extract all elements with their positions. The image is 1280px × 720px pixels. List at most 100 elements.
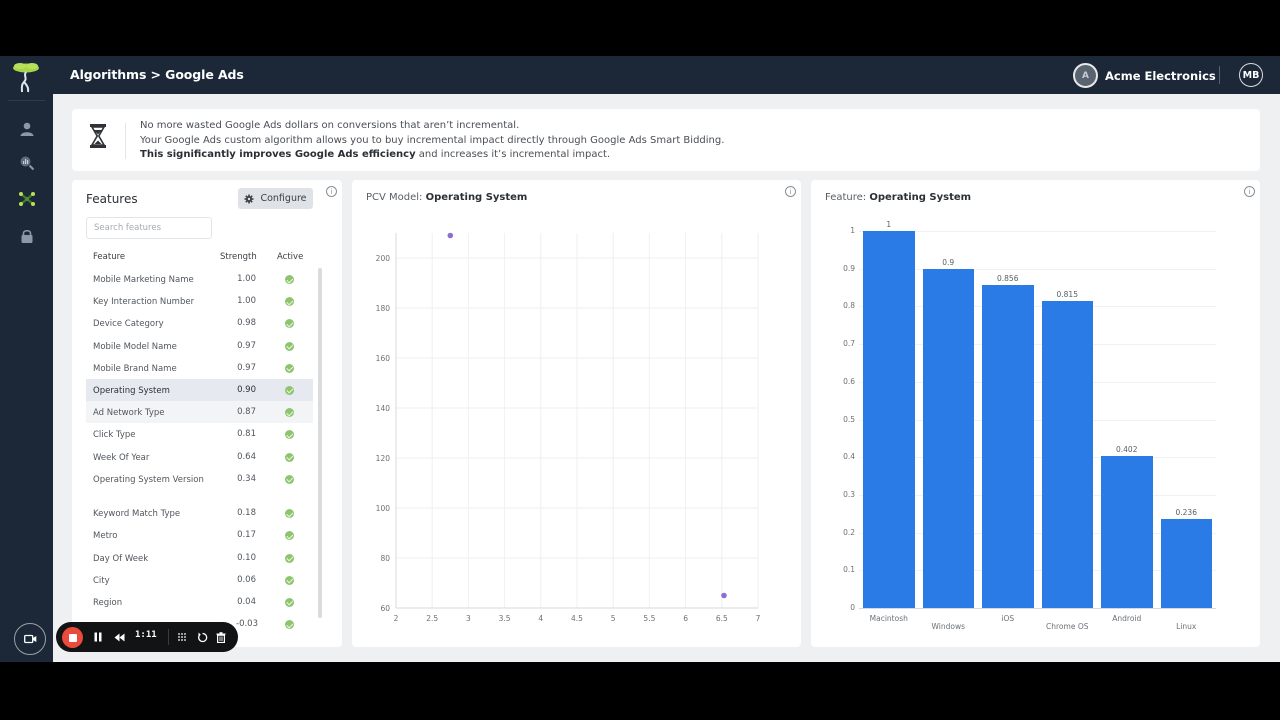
features-scrollbar[interactable] <box>318 268 322 618</box>
gridline <box>859 306 1216 308</box>
feature-strength: 0.34 <box>237 473 256 484</box>
active-check-icon[interactable] <box>285 509 294 519</box>
feature-chart-title: Feature: Operating System <box>825 192 971 203</box>
table-row[interactable]: Metro 0.17 <box>86 524 313 546</box>
search-features-input[interactable] <box>86 217 212 239</box>
x-axis-line <box>859 608 1216 609</box>
active-check-icon[interactable] <box>285 452 294 462</box>
camera-icon <box>23 634 36 644</box>
table-row[interactable]: Key Interaction Number 1.00 <box>86 290 313 312</box>
active-check-icon[interactable] <box>285 363 294 373</box>
bar-value-label: 0.856 <box>997 274 1019 284</box>
table-row[interactable]: Mobile Model Name 0.97 <box>86 335 313 357</box>
active-check-icon[interactable] <box>285 553 294 563</box>
column-header-feature[interactable]: Feature <box>93 252 126 262</box>
y-tick-label: 0.2 <box>843 527 855 537</box>
table-row[interactable]: City 0.06 <box>86 569 313 591</box>
sidebar-item-users[interactable] <box>16 118 38 140</box>
bar[interactable] <box>863 231 915 608</box>
table-row[interactable]: Keyword Match Type 0.18 <box>86 502 313 524</box>
feature-strength: 0.64 <box>237 451 256 462</box>
delete-recording-button[interactable] <box>215 629 227 645</box>
table-row[interactable]: Ad Network Type 0.87 <box>86 401 313 424</box>
sidebar-item-security[interactable] <box>16 225 38 247</box>
active-check-icon[interactable] <box>285 297 294 307</box>
table-row[interactable]: Day Of Week 0.10 <box>86 547 313 569</box>
bar[interactable] <box>1160 519 1212 608</box>
feature-name: Metro <box>93 531 118 542</box>
banner-divider <box>125 123 126 159</box>
pcv-title-prefix: PCV Model: <box>366 192 426 203</box>
table-row-selected[interactable]: Operating System 0.90 <box>86 378 313 402</box>
table-row[interactable]: Mobile Brand Name 0.97 <box>86 357 313 379</box>
y-tick-label: 0.6 <box>843 376 855 386</box>
banner-line-3-rest: and increases it’s incremental impact. <box>415 149 611 160</box>
active-check-icon[interactable] <box>285 575 294 585</box>
active-check-icon[interactable] <box>285 620 294 630</box>
feature-name: Mobile Marketing Name <box>93 275 194 285</box>
bar[interactable] <box>1041 300 1093 608</box>
gridline <box>859 532 1216 534</box>
active-check-icon[interactable] <box>285 341 294 351</box>
column-header-strength[interactable]: Strength <box>220 252 257 262</box>
bar[interactable] <box>1101 456 1153 608</box>
y-tick-label: 1 <box>850 226 855 235</box>
pcv-scatter-chart[interactable]: 2 2.5 3 3.5 4 4.5 5 5.5 6 6.5 7 60 80 100 120 140 160 180… <box>352 180 801 647</box>
org-switcher[interactable]: A Acme Electronics <box>1073 63 1216 88</box>
active-check-icon[interactable] <box>285 531 294 541</box>
table-row[interactable]: -0.03 <box>86 613 313 635</box>
active-check-icon[interactable] <box>285 430 294 440</box>
x-category-label: iOS <box>1001 614 1015 623</box>
banner-line-1: No more wasted Google Ads dollars on con… <box>140 120 520 131</box>
svg-text:6: 6 <box>683 614 688 623</box>
scatter-point[interactable] <box>721 592 727 599</box>
rewind-button[interactable] <box>112 629 126 645</box>
scatter-point[interactable] <box>447 232 454 239</box>
table-row[interactable]: Click Type 0.81 <box>86 423 313 445</box>
feature-info-icon[interactable]: i <box>1244 186 1255 197</box>
pcv-title-feature: Operating System <box>425 192 528 203</box>
bar[interactable] <box>922 268 974 608</box>
table-row[interactable]: Mobile Marketing Name 1.00 <box>86 268 313 290</box>
gridline <box>859 344 1216 346</box>
feature-strength: 0.98 <box>237 318 256 329</box>
sidebar-item-algorithms[interactable] <box>16 188 38 210</box>
bonsai-logo-icon[interactable] <box>9 60 43 94</box>
configure-button[interactable]: Configure <box>238 188 313 209</box>
hourglass-icon <box>90 124 106 148</box>
features-scrollbar-thumb[interactable] <box>318 268 322 618</box>
table-row[interactable]: Week Of Year 0.64 <box>86 446 313 468</box>
stop-recording-button[interactable] <box>62 627 83 648</box>
active-check-icon[interactable] <box>285 385 294 395</box>
table-row[interactable]: Region 0.04 <box>86 591 313 613</box>
active-check-icon[interactable] <box>285 597 294 607</box>
feature-strength: 0.81 <box>237 429 256 440</box>
column-header-active[interactable]: Active <box>277 252 304 262</box>
feature-name: Week Of Year <box>93 452 150 463</box>
pause-button[interactable] <box>92 629 104 645</box>
camera-toggle-button[interactable] <box>14 623 46 655</box>
feature-name: Region <box>93 597 123 608</box>
table-row[interactable]: Device Category 0.98 <box>86 312 313 334</box>
active-check-icon[interactable] <box>285 319 294 329</box>
grid-button[interactable] <box>176 629 188 645</box>
pcv-info-icon[interactable]: i <box>785 186 796 197</box>
active-check-icon[interactable] <box>285 474 294 484</box>
feature-chart-panel: Feature: Operating System i 0 0.1 0.2 0.3 0.… <box>811 180 1260 647</box>
features-info-icon[interactable]: i <box>326 186 337 197</box>
feature-name: Mobile Model Name <box>93 341 177 352</box>
y-tick-label: 0.4 <box>843 452 855 462</box>
svg-text:200: 200 <box>376 254 391 263</box>
y-tick-label: 0.3 <box>843 489 855 499</box>
active-check-icon[interactable] <box>285 408 294 418</box>
table-row[interactable]: Operating System Version 0.34 <box>86 468 313 503</box>
breadcrumb[interactable]: Algorithms > Google Ads <box>70 67 244 82</box>
feature-name: Day Of Week <box>93 553 149 564</box>
sidebar-item-analytics[interactable] <box>16 152 38 174</box>
configure-label: Configure <box>260 193 307 204</box>
bar[interactable] <box>982 285 1034 608</box>
pcv-chart-title: PCV Model: Operating System <box>366 192 527 203</box>
user-avatar[interactable]: MB <box>1239 63 1263 87</box>
active-check-icon[interactable] <box>285 275 294 284</box>
restart-button[interactable] <box>196 629 208 645</box>
